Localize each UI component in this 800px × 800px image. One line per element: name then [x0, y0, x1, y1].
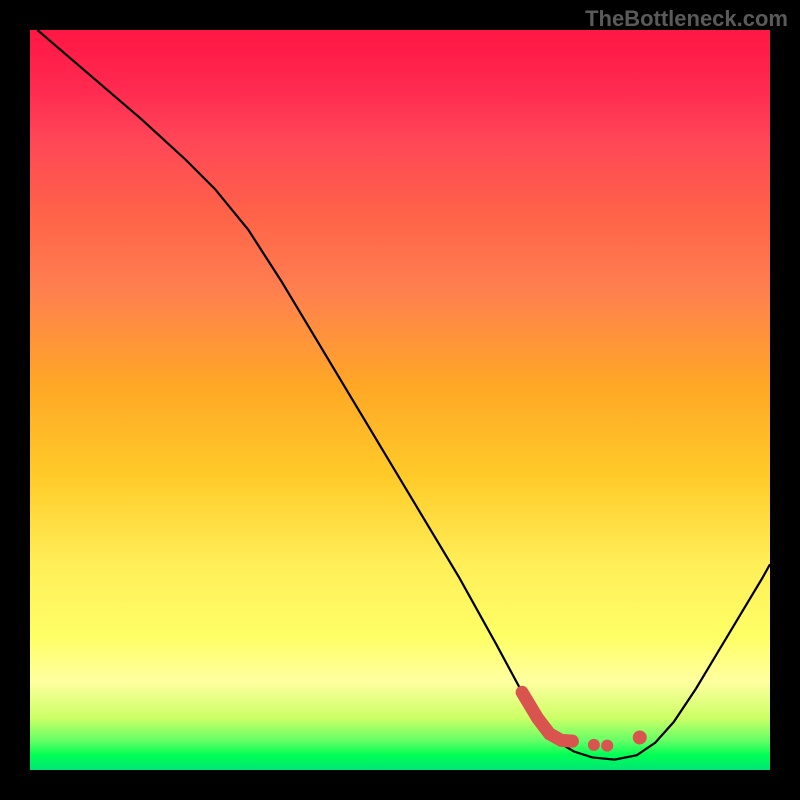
highlight-segment — [522, 692, 572, 741]
bottleneck-curve — [37, 30, 770, 760]
marker-dot — [633, 730, 647, 744]
marker-dot — [601, 740, 613, 752]
plot-area — [30, 30, 770, 770]
markers-group — [588, 730, 647, 751]
marker-dot — [588, 739, 600, 751]
curve-svg — [30, 30, 770, 770]
attribution-text: TheBottleneck.com — [585, 6, 788, 32]
